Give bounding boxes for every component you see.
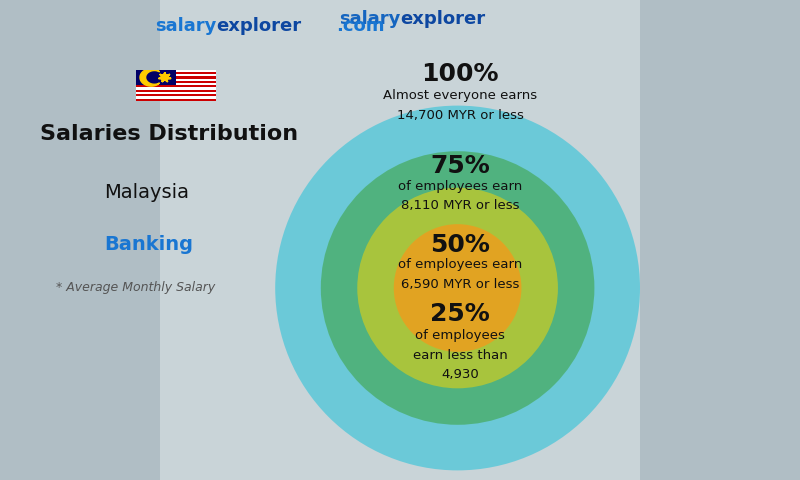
Bar bbox=[136, 70, 176, 85]
Text: 4,930: 4,930 bbox=[441, 368, 479, 381]
Bar bbox=[136, 94, 216, 96]
Text: 75%: 75% bbox=[430, 154, 490, 178]
Bar bbox=[136, 70, 216, 72]
Bar bbox=[136, 85, 216, 87]
Text: of employees earn: of employees earn bbox=[398, 180, 522, 193]
Bar bbox=[136, 83, 216, 85]
Text: * Average Monthly Salary: * Average Monthly Salary bbox=[56, 281, 215, 295]
Text: of employees earn: of employees earn bbox=[398, 258, 522, 272]
Bar bbox=[136, 87, 216, 90]
Text: 14,700 MYR or less: 14,700 MYR or less bbox=[397, 108, 523, 122]
Bar bbox=[136, 81, 216, 83]
Text: of employees: of employees bbox=[415, 329, 505, 343]
Bar bbox=[136, 92, 216, 94]
Bar bbox=[136, 96, 216, 98]
Bar bbox=[136, 98, 216, 101]
Text: .com: .com bbox=[336, 17, 385, 36]
Circle shape bbox=[321, 151, 594, 425]
Text: Banking: Banking bbox=[104, 235, 193, 254]
Bar bbox=[136, 72, 216, 74]
Text: explorer: explorer bbox=[216, 17, 301, 36]
Circle shape bbox=[358, 188, 558, 388]
Text: 50%: 50% bbox=[430, 233, 490, 257]
Text: 25%: 25% bbox=[430, 302, 490, 326]
Bar bbox=[136, 74, 216, 76]
Text: Salaries Distribution: Salaries Distribution bbox=[40, 124, 298, 144]
Circle shape bbox=[275, 106, 640, 470]
FancyBboxPatch shape bbox=[160, 0, 640, 480]
Circle shape bbox=[394, 224, 522, 352]
Text: earn less than: earn less than bbox=[413, 348, 507, 362]
Text: salary: salary bbox=[154, 17, 216, 36]
Text: Malaysia: Malaysia bbox=[104, 182, 189, 202]
Text: salary: salary bbox=[338, 10, 400, 28]
Text: 6,590 MYR or less: 6,590 MYR or less bbox=[401, 277, 519, 291]
Text: 8,110 MYR or less: 8,110 MYR or less bbox=[401, 199, 519, 212]
Bar bbox=[136, 76, 216, 79]
Text: explorer: explorer bbox=[400, 10, 485, 28]
Text: 100%: 100% bbox=[422, 62, 498, 86]
Bar bbox=[136, 90, 216, 92]
Polygon shape bbox=[158, 72, 171, 82]
Bar bbox=[136, 79, 216, 81]
Text: Almost everyone earns: Almost everyone earns bbox=[383, 89, 537, 103]
Polygon shape bbox=[140, 69, 159, 86]
